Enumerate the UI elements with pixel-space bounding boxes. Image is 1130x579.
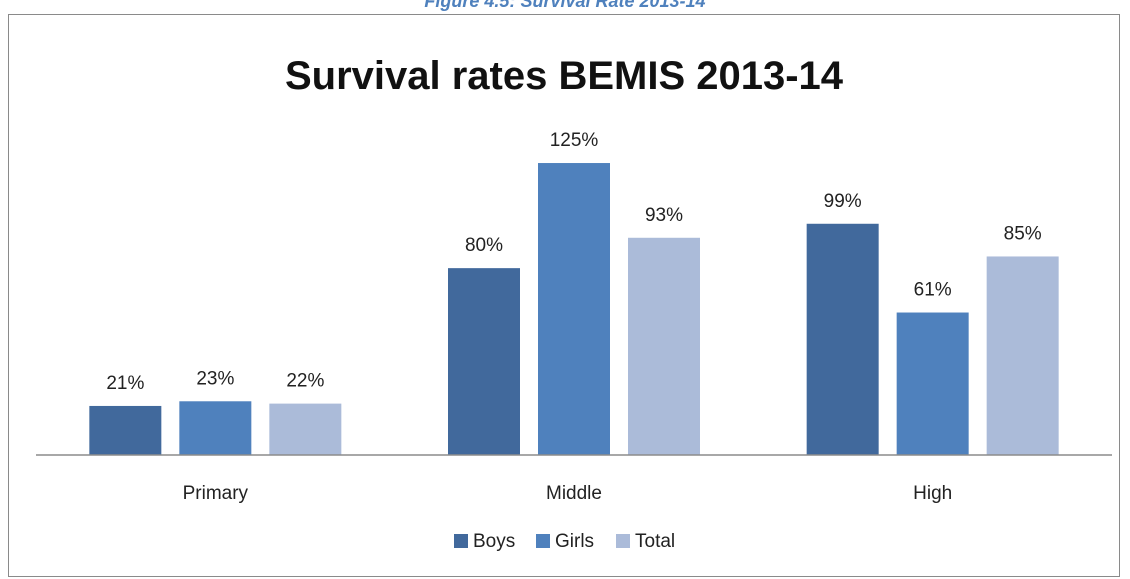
legend-label-boys: Boys bbox=[473, 531, 515, 552]
data-label-girls-primary: 23% bbox=[196, 368, 234, 389]
data-label-girls-high: 61% bbox=[914, 280, 952, 301]
data-label-boys-high: 99% bbox=[824, 191, 862, 212]
bar-boys-middle bbox=[448, 268, 520, 455]
legend-swatch-boys bbox=[454, 534, 468, 548]
x-tick-label-middle: Middle bbox=[546, 483, 602, 504]
x-tick-label-high: High bbox=[913, 483, 952, 504]
data-label-boys-middle: 80% bbox=[465, 235, 503, 256]
legend-swatch-total bbox=[616, 534, 630, 548]
bar-boys-high bbox=[806, 223, 879, 455]
bar-chart: Survival rates BEMIS 2013-14 21% 23% 22% 80… bbox=[36, 54, 1112, 552]
legend: Boys Girls Total bbox=[454, 531, 675, 552]
chart-title: Survival rates BEMIS 2013-14 bbox=[285, 54, 844, 98]
data-label-total-middle: 93% bbox=[645, 205, 683, 226]
bar-total-primary bbox=[269, 403, 342, 455]
data-label-girls-middle: 125% bbox=[550, 130, 599, 151]
bar-group: 21% 23% 22% 80% 125% 93% 99% 61% 85% bbox=[89, 130, 1059, 456]
legend-label-girls: Girls bbox=[555, 531, 594, 552]
figure-caption: Figure 4.5: Survival Rate 2013-14 bbox=[424, 0, 706, 11]
bar-girls-middle bbox=[538, 163, 610, 456]
data-label-boys-primary: 21% bbox=[106, 373, 144, 394]
bar-girls-high bbox=[896, 312, 969, 455]
data-label-total-primary: 22% bbox=[286, 371, 324, 392]
bar-total-middle bbox=[628, 237, 700, 455]
bar-boys-primary bbox=[89, 405, 162, 455]
legend-swatch-girls bbox=[536, 534, 550, 548]
bar-girls-primary bbox=[179, 401, 252, 455]
x-tick-label-primary: Primary bbox=[183, 483, 249, 504]
bar-total-high bbox=[986, 256, 1059, 455]
legend-label-total: Total bbox=[635, 531, 675, 552]
x-tick-labels: Primary Middle High bbox=[183, 483, 953, 504]
data-label-total-high: 85% bbox=[1004, 223, 1042, 244]
chart-frame: Survival rates BEMIS 2013-14 21% 23% 22% 80… bbox=[8, 14, 1120, 577]
